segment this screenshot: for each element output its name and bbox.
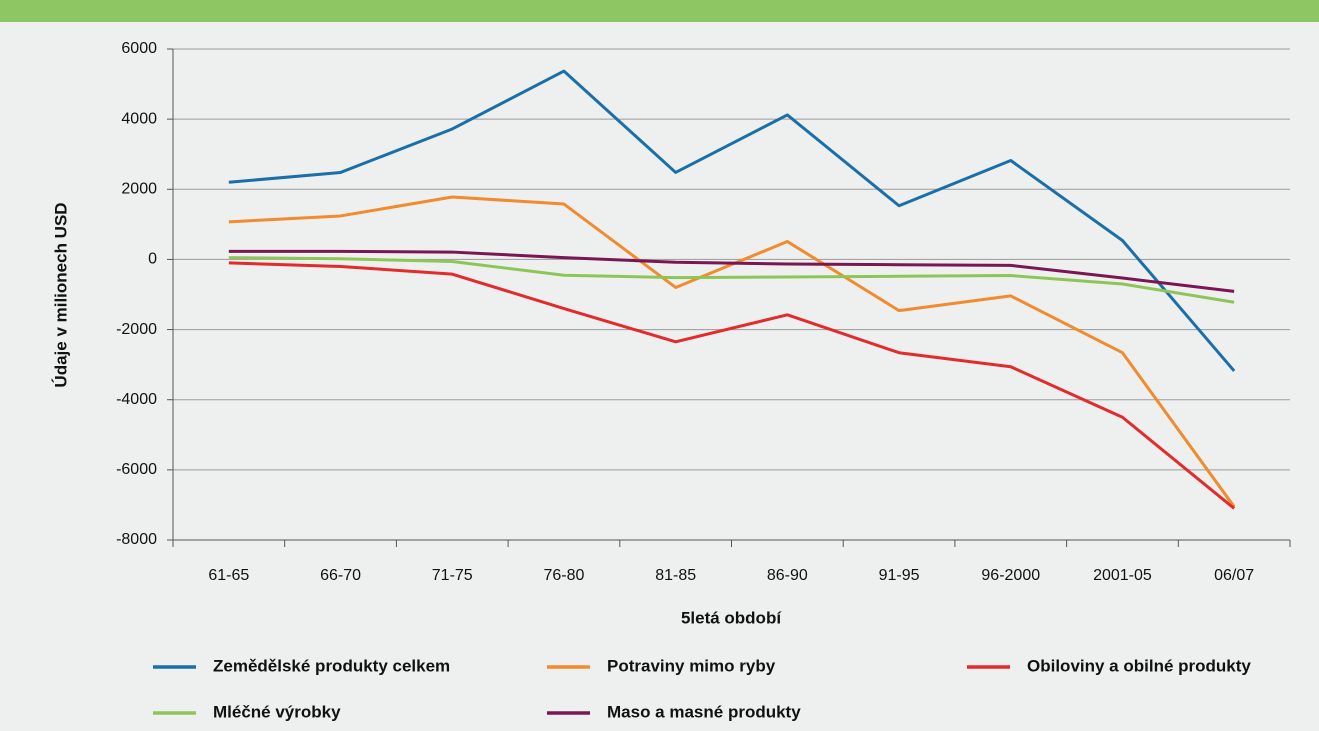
y-axis-label: Údaje v milionech USD — [51, 202, 70, 387]
y-tick-label: -4000 — [116, 391, 157, 408]
y-tick-label: 4000 — [121, 110, 157, 127]
x-tick-label: 66-70 — [320, 567, 361, 584]
x-tick-label: 76-80 — [543, 567, 584, 584]
series-line — [228, 195, 1236, 508]
y-tick-label: -8000 — [116, 531, 157, 548]
x-tick-label: 96-2000 — [981, 567, 1040, 584]
legend-label: Mléčné výrobky — [213, 702, 341, 721]
legend-label: Maso a masné produkty — [607, 702, 801, 721]
series-line — [228, 69, 1236, 372]
x-tick-label: 81-85 — [655, 567, 696, 584]
series-line — [228, 261, 1236, 510]
y-tick-label: 6000 — [121, 40, 157, 57]
legend-label: Zemědělské produkty celkem — [213, 656, 450, 675]
x-tick-label: 71-75 — [432, 567, 473, 584]
x-tick-label: 06/07 — [1214, 567, 1254, 584]
x-axis-label: 5letá období — [681, 608, 782, 627]
x-tick-label: 86-90 — [767, 567, 808, 584]
y-tick-label: -6000 — [116, 461, 157, 478]
legend-label: Potraviny mimo ryby — [607, 656, 776, 675]
top-band — [0, 0, 1319, 22]
y-tick-label: 2000 — [121, 181, 157, 198]
x-tick-label: 91-95 — [879, 567, 920, 584]
series-line — [228, 249, 1235, 293]
series-line — [228, 256, 1235, 304]
x-tick-label: 2001-05 — [1093, 567, 1152, 584]
y-tick-label: 0 — [148, 251, 157, 268]
x-tick-label: 61-65 — [208, 567, 249, 584]
legend-label: Obiloviny a obilné produkty — [1027, 656, 1251, 675]
y-tick-label: -2000 — [116, 321, 157, 338]
